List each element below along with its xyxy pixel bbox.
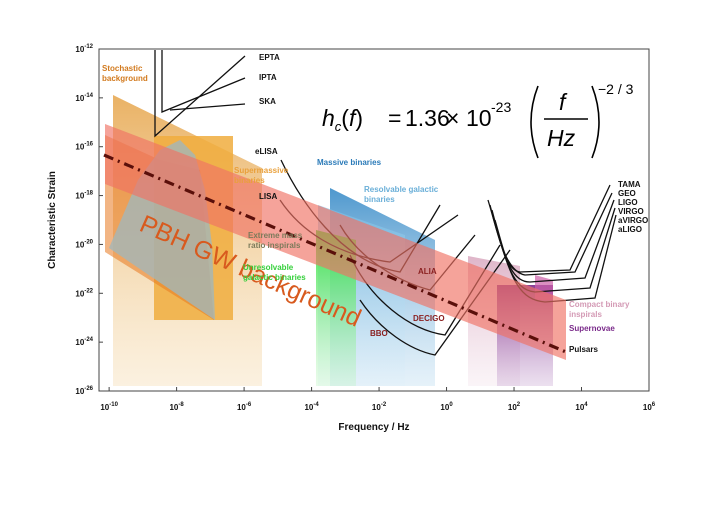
formula-coefficient: 1.36 — [405, 105, 450, 131]
label-lisa: LISA — [259, 192, 277, 201]
pbh-centre-line — [103, 153, 567, 354]
label-emri-line1: Extreme mass — [248, 231, 303, 240]
label-ska: SKA — [259, 97, 276, 106]
label-compact-line1: Compact binary — [569, 300, 630, 309]
x-axis-label: Frequency / Hz — [338, 422, 409, 433]
label-elisa: eLISA — [255, 147, 278, 156]
label-supermassive-line2: binaries — [234, 176, 265, 185]
x-tick-label: 100 — [440, 402, 453, 412]
formula-exponent: -23 — [491, 99, 511, 115]
x-tick-label: 106 — [643, 402, 656, 412]
label-bbo: BBO — [370, 329, 388, 338]
pbh-background-band — [105, 124, 566, 360]
detector-labels: EPTA IPTA SKA eLISA LISA ALIA DECIGO BBO… — [255, 53, 648, 354]
y-tick-label: 10-14 — [75, 93, 93, 103]
x-tick-label: 10-4 — [304, 402, 319, 412]
label-supernovae: Supernovae — [569, 324, 615, 333]
formula-numerator: f — [559, 89, 568, 115]
label-decigo: DECIGO — [413, 314, 445, 323]
label-ligo: LIGO — [618, 198, 638, 207]
label-avirgo: aVIRGO — [618, 216, 648, 225]
formula-denominator: Hz — [547, 125, 576, 151]
label-ipta: IPTA — [259, 73, 277, 82]
y-tick-label: 10-16 — [75, 142, 93, 152]
formula-times: × — [446, 105, 459, 131]
label-stochastic-line2: background — [102, 74, 148, 83]
x-tick-label: 10-2 — [372, 402, 387, 412]
ska-curve — [169, 103, 246, 111]
label-resolvable-line2: binaries — [364, 195, 395, 204]
formula-right-paren — [591, 85, 600, 159]
label-tama: TAMA — [618, 180, 641, 189]
y-tick-label: 10-20 — [75, 239, 93, 249]
bbo-curve — [359, 249, 511, 356]
y-axis-label: Characteristic Strain — [47, 171, 58, 269]
formula-lhs: hc(f) — [322, 105, 363, 134]
source-labels: Stochastic background Supermassive binar… — [102, 64, 630, 333]
x-tick-label: 10-8 — [169, 402, 184, 412]
x-axis-ticks: 10-10 10-8 10-6 10-4 10-2 100 102 104 106 — [100, 387, 656, 412]
label-emri-line2: ratio inspirals — [248, 241, 301, 250]
label-resolvable-line1: Resolvable galactic — [364, 185, 439, 194]
formula-ten: 10 — [466, 105, 492, 131]
label-unresolvable-line2: galactic binaries — [243, 273, 306, 282]
x-tick-label: 102 — [508, 402, 521, 412]
y-tick-label: 10-26 — [75, 386, 93, 396]
formula-left-paren — [530, 85, 539, 159]
label-compact-line2: inspirals — [569, 310, 602, 319]
label-virgo: VIRGO — [618, 207, 644, 216]
strain-formula: hc(f) = 1.36 × 10 -23 f Hz −2 / 3 — [322, 81, 634, 159]
formula-equals: = — [388, 105, 401, 131]
label-alia: ALIA — [418, 267, 437, 276]
y-tick-label: 10-18 — [75, 191, 93, 201]
label-unresolvable-line1: Unresolvable — [243, 263, 294, 272]
pta-curve-mid — [161, 50, 246, 113]
label-aligo: aLIGO — [618, 225, 642, 234]
label-supermassive-line1: Supermassive — [234, 166, 289, 175]
x-tick-label: 10-10 — [100, 402, 118, 412]
x-tick-label: 10-6 — [237, 402, 252, 412]
y-tick-label: 10-22 — [75, 288, 93, 298]
formula-power: −2 / 3 — [598, 81, 634, 97]
y-axis-ticks: 10-12 10-14 10-16 10-18 10-20 10-22 10-24 10-26 — [75, 44, 103, 396]
y-tick-label: 10-24 — [75, 337, 93, 347]
y-tick-label: 10-12 — [75, 44, 93, 54]
label-stochastic-line1: Stochastic — [102, 64, 143, 73]
label-massive-binaries: Massive binaries — [317, 158, 382, 167]
geo-curve — [489, 192, 613, 276]
x-tick-label: 104 — [575, 402, 588, 412]
label-geo: GEO — [618, 189, 636, 198]
label-epta: EPTA — [259, 53, 280, 62]
label-pulsars: Pulsars — [569, 345, 598, 354]
pta-curve-outer — [154, 50, 246, 138]
